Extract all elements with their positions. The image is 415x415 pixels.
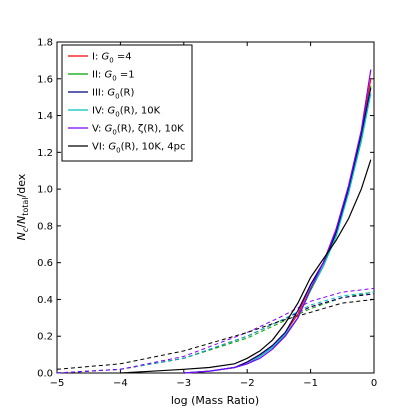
y-tick-label: 1.2 xyxy=(37,148,53,159)
y-tick-label: 1.8 xyxy=(37,38,53,49)
series-layer xyxy=(56,69,375,374)
y-axis-label-slash: / xyxy=(15,224,28,228)
series-dashed-line-4 xyxy=(56,291,375,374)
y-tick-label: 0.8 xyxy=(37,221,53,232)
series-line-6 xyxy=(120,159,372,374)
x-tick-label: 0 xyxy=(371,378,377,389)
y-axis-label: Nc/Ntotal/dex xyxy=(15,173,30,240)
y-axis-label-n2: N xyxy=(15,216,28,224)
y-axis-label-n: N xyxy=(15,232,28,240)
y-tick-label: 0.6 xyxy=(37,258,53,269)
y-axis-label-sub-total: total xyxy=(21,197,30,215)
legend-label: IV: G0(R), 10K xyxy=(92,106,161,119)
y-tick-label: 1.6 xyxy=(37,74,53,85)
x-tick-label: −4 xyxy=(113,378,128,389)
legend-label: VI: G0(R), 10K, 4pc xyxy=(92,142,186,155)
series-dashed-line-5 xyxy=(56,287,375,374)
y-axis-label-dex: /dex xyxy=(15,173,28,197)
legend-label: V: G0(R), ζ(R), 10K xyxy=(92,124,184,137)
series-line-5 xyxy=(183,69,372,374)
legend-label: I: G0 =4 xyxy=(92,52,132,65)
x-tick-label: −1 xyxy=(303,378,318,389)
y-tick-label: 0.4 xyxy=(37,295,53,306)
series-dashed-line-2 xyxy=(56,291,375,374)
legend-items: I: G0 =4 II: G0 =1 III: G0(R) IV: G0(R), 10… xyxy=(68,52,186,155)
legend: I: G0 =4 II: G0 =1 III: G0(R) IV: G0(R), 10… xyxy=(61,44,193,162)
legend-box xyxy=(61,44,193,162)
series-dashed-line-6 xyxy=(56,298,375,370)
legend-label: III: G0(R) xyxy=(92,88,134,101)
x-axis-label: log (Mass Ratio) xyxy=(171,394,259,407)
y-tick-label: 1.4 xyxy=(37,111,53,122)
y-tick-label: 0.0 xyxy=(37,369,53,380)
y-tick-label: 1.0 xyxy=(37,185,53,196)
y-axis-label-sub-c: c xyxy=(21,227,30,232)
legend-label: II: G0 =1 xyxy=(92,70,135,83)
x-tick-label: −3 xyxy=(176,378,191,389)
y-tick-label: 0.2 xyxy=(37,332,53,343)
axis-ticks: −5 −4 −3 −2 −1 0 0.0 0.2 0.4 0.6 0.8 1.0 1.2 1.4 1.6 1.… xyxy=(37,38,377,390)
x-tick-label: −5 xyxy=(50,378,65,389)
x-tick-label: −2 xyxy=(240,378,255,389)
